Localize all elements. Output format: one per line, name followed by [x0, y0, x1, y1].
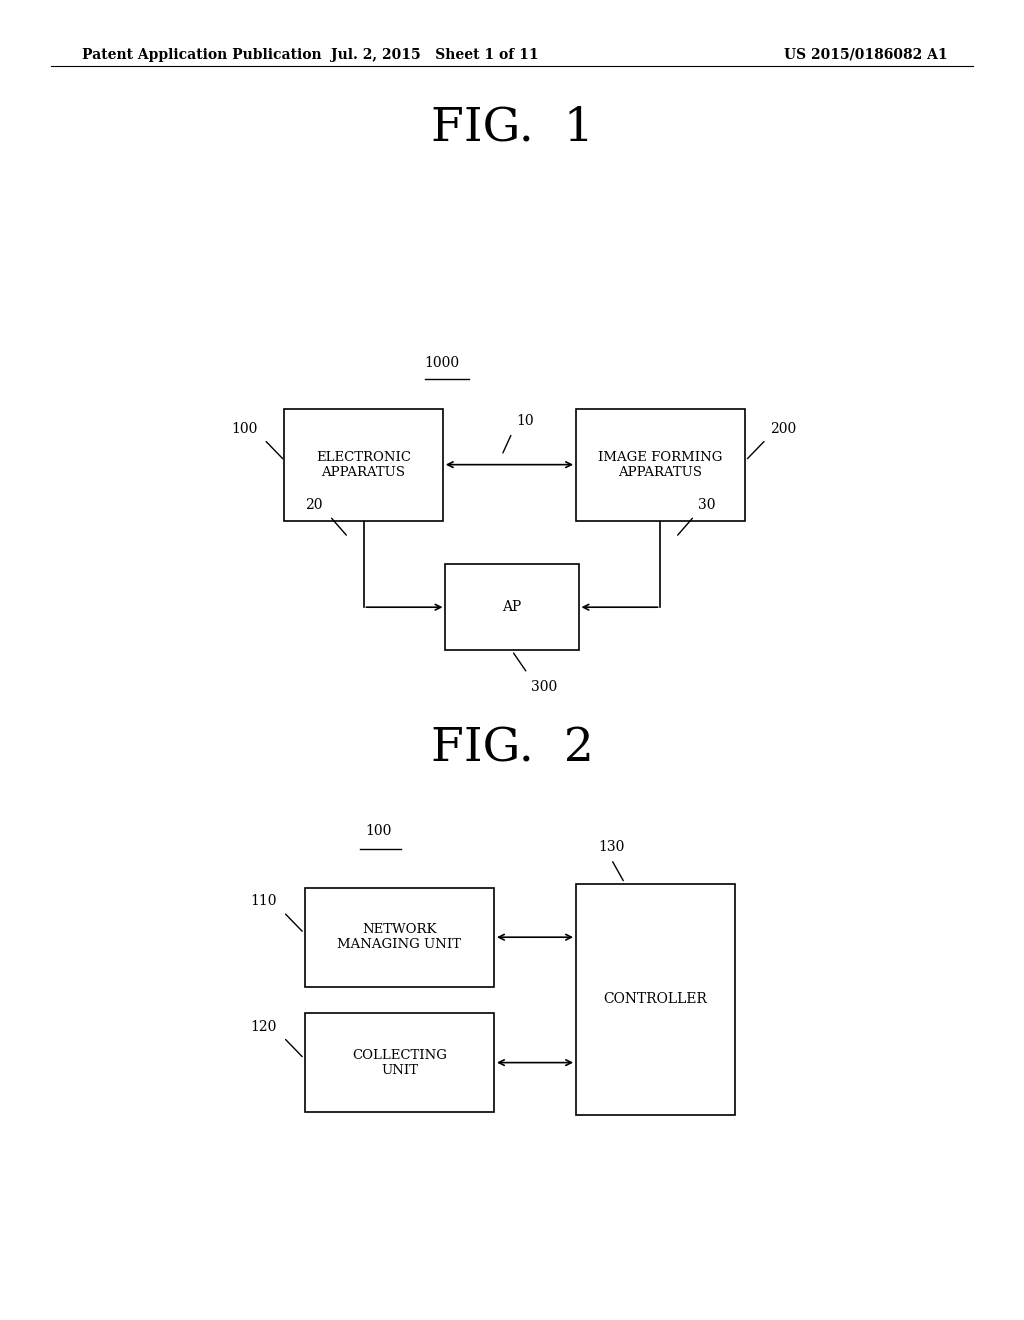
Text: ELECTRONIC
APPARATUS: ELECTRONIC APPARATUS [316, 450, 411, 479]
Text: Patent Application Publication: Patent Application Publication [82, 48, 322, 62]
Text: 30: 30 [698, 498, 716, 512]
Text: FIG.  2: FIG. 2 [430, 726, 594, 771]
Text: 200: 200 [770, 421, 797, 436]
Text: Jul. 2, 2015   Sheet 1 of 11: Jul. 2, 2015 Sheet 1 of 11 [332, 48, 539, 62]
Bar [445, 565, 579, 649]
Text: 10: 10 [516, 413, 534, 428]
Text: AP: AP [503, 601, 521, 614]
Text: FIG.  1: FIG. 1 [430, 106, 594, 150]
Text: 130: 130 [598, 840, 625, 854]
Text: 100: 100 [366, 824, 392, 838]
Text: 100: 100 [231, 421, 258, 436]
Text: CONTROLLER: CONTROLLER [603, 993, 708, 1006]
Bar [305, 887, 494, 987]
Bar [305, 1014, 494, 1111]
Bar [575, 884, 735, 1114]
Text: NETWORK
MANAGING UNIT: NETWORK MANAGING UNIT [337, 923, 462, 952]
Text: 110: 110 [250, 894, 276, 908]
Text: US 2015/0186082 A1: US 2015/0186082 A1 [783, 48, 947, 62]
Text: 120: 120 [250, 1019, 276, 1034]
Text: IMAGE FORMING
APPARATUS: IMAGE FORMING APPARATUS [598, 450, 723, 479]
Text: 1000: 1000 [425, 355, 460, 370]
Text: COLLECTING
UNIT: COLLECTING UNIT [352, 1048, 446, 1077]
Bar [575, 409, 745, 520]
Text: 20: 20 [305, 498, 323, 512]
Text: 300: 300 [531, 680, 558, 694]
Bar [284, 409, 442, 520]
